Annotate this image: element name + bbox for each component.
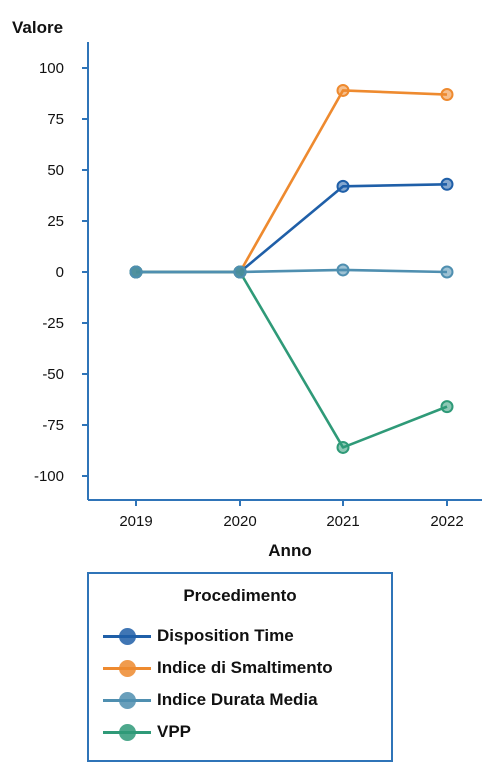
series-line: [136, 270, 448, 449]
legend-swatch: [103, 658, 151, 678]
data-point: [336, 179, 350, 193]
data-point: [336, 440, 350, 454]
legend-item: Indice Durata Media: [103, 688, 318, 712]
x-axis-title: Anno: [268, 541, 311, 560]
legend-label: VPP: [157, 722, 192, 741]
series-line: [136, 268, 448, 274]
x-tick-label: 2019: [119, 513, 152, 530]
y-tick-label: 100: [39, 60, 64, 77]
y-axis-title: Valore: [12, 18, 63, 37]
series-line: [136, 89, 448, 274]
x-tick-label: 2020: [223, 513, 256, 530]
legend-item: Indice di Smaltimento: [103, 656, 333, 680]
legend-label: Indice Durata Media: [157, 690, 318, 709]
legend-item: Disposition Time: [103, 624, 294, 648]
x-tick-label: 2022: [430, 513, 463, 530]
data-point: [233, 265, 247, 279]
data-point: [129, 265, 143, 279]
data-point: [440, 177, 454, 191]
legend-swatch: [103, 722, 151, 742]
legend-swatch: [103, 690, 151, 710]
legend-label: Indice di Smaltimento: [157, 658, 333, 677]
legend-label: Disposition Time: [157, 626, 294, 645]
legend-swatch: [103, 626, 151, 646]
series-line: [136, 182, 448, 274]
data-point: [336, 83, 350, 97]
y-tick-label: 75: [47, 111, 64, 128]
legend-title: Procedimento: [183, 586, 297, 605]
y-tick-label: -75: [42, 417, 64, 434]
y-tick-label: 0: [56, 264, 64, 281]
data-point: [440, 400, 454, 414]
x-tick-label: 2021: [326, 513, 359, 530]
data-point: [336, 263, 350, 277]
legend: Procedimento Disposition Time Indice di S…: [87, 572, 393, 762]
y-tick-label: 25: [47, 213, 64, 230]
y-tick-label: -25: [42, 315, 64, 332]
line-chart: Valore 100 75 50 25 0 -25 -50 -75 -100 2019 2020 2…: [12, 18, 482, 560]
y-tick-label: -100: [34, 468, 64, 485]
data-point: [440, 265, 454, 279]
legend-item: VPP: [103, 720, 191, 744]
y-tick-label: 50: [47, 162, 64, 179]
data-point: [440, 88, 454, 102]
y-tick-label: -50: [42, 366, 64, 383]
